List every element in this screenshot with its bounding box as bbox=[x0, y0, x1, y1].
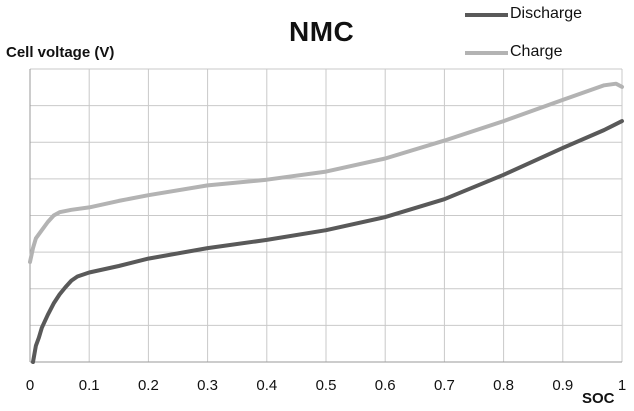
y-axis-label: Cell voltage (V) bbox=[6, 44, 115, 61]
series-line-charge bbox=[28, 81, 624, 264]
chart-title: NMC bbox=[289, 16, 355, 47]
x-tick-label: 0 bbox=[26, 377, 34, 394]
legend-label-discharge: Discharge bbox=[510, 5, 583, 22]
x-tick-label: 0.9 bbox=[552, 377, 573, 394]
series-line-discharge bbox=[31, 119, 624, 364]
x-tick-label: 1 bbox=[618, 377, 626, 394]
x-tick-label: 0.3 bbox=[197, 377, 218, 394]
x-tick-label: 0.7 bbox=[434, 377, 455, 394]
legend-swatch-discharge bbox=[465, 13, 508, 17]
legend-label-charge: Charge bbox=[510, 43, 563, 60]
x-tick-label: 0.2 bbox=[138, 377, 159, 394]
legend-swatch-charge bbox=[465, 51, 508, 55]
legend-item-discharge: Discharge bbox=[465, 4, 630, 42]
x-tick-label: 0.4 bbox=[256, 377, 277, 394]
x-tick-label: 0.6 bbox=[375, 377, 396, 394]
x-tick-label: 0.8 bbox=[493, 377, 514, 394]
legend-item-charge: Charge bbox=[465, 42, 630, 80]
x-tick-label: 0.5 bbox=[316, 377, 337, 394]
x-axis-label: SOC bbox=[582, 390, 615, 407]
x-tick-label: 0.1 bbox=[79, 377, 100, 394]
legend: Discharge Charge bbox=[465, 4, 630, 80]
